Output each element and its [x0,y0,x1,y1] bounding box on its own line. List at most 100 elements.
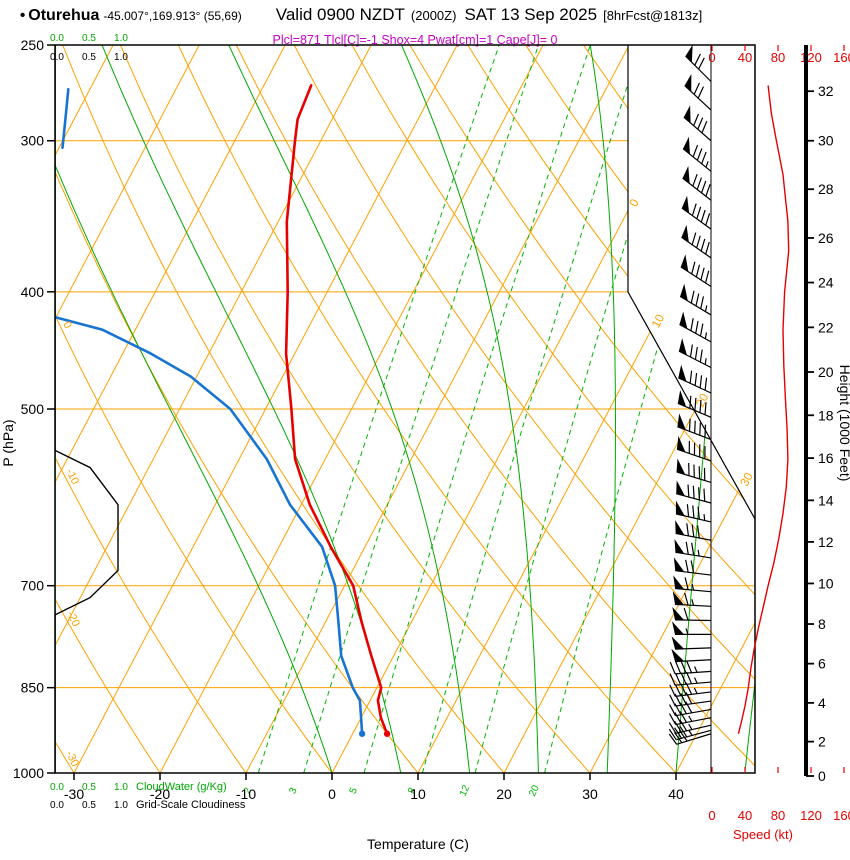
wind-barb-full [679,725,688,738]
wind-barb-flag [678,364,687,382]
wind-barb-full [674,732,683,744]
isotherm-line [589,45,755,773]
wind-barb [676,435,712,462]
isotherm-label: 0 [626,196,642,209]
pressure-axis: 250 300 400 500 700 850 1000 [13,37,55,781]
mixing-ratio-label: 5 [348,786,361,796]
wind-speed-profile [737,85,790,734]
wind-barb-full [690,560,695,574]
wind-barb-full [685,692,693,705]
wind-barb-half [688,723,693,730]
cloudwater-scale-top: 0.0 0.5 1.0 [50,33,128,44]
isotherm-label: 10 [649,312,668,331]
wind-barb-full [679,730,688,742]
wind-barb-flag [678,338,687,356]
temperature-axis-title: Temperature (C) [367,836,469,852]
wind-barb-full [680,683,687,696]
wind-barb-full [698,487,701,500]
wind-barb [677,390,712,418]
wind-barb-full [674,712,682,724]
wind-barb [669,682,712,697]
mixing-ratio-line [363,45,591,773]
wind-barb-full [668,728,677,741]
wind-barb [671,648,712,663]
wind-barb-half [697,549,700,557]
height-tick-label: 18 [818,407,834,423]
mixing-ratio-label: 2 [242,786,255,796]
dry-adiabat-line [293,45,755,773]
moist-adiabat-line [55,45,333,773]
wind-barb-full [691,542,695,556]
mixing-ratio-line [303,45,539,773]
height-tick-label: 4 [818,695,826,711]
height-tick-label: 24 [818,275,834,291]
mixing-ratio-label: 20 [527,783,542,798]
isotherm-label: 20 [693,391,712,410]
wind-barb-full [694,53,701,66]
wind-barb [678,338,712,369]
wind-barb-full [699,349,703,363]
height-tick-label: 0 [818,768,826,784]
isotherm-line [55,45,200,773]
wind-barb-full [696,235,701,249]
wind-barb-full [694,372,698,386]
cloudiness-legend-label: Grid-Scale Cloudiness [136,799,246,811]
mixing-ratio-labels: 2 3 5 8 12 20 [242,783,542,798]
mixing-ratio-label: 3 [287,786,300,796]
wind-barb-full [668,713,677,725]
wind-barb-full [674,703,682,716]
wind-barb-full [669,673,676,686]
wind-barb-full [689,370,693,384]
wind-barb-full [695,293,700,307]
grid-dry-adiabats [55,45,755,773]
wind-barb-full [691,203,697,216]
wind-barb [685,44,712,82]
dry-adiabat-line [409,45,755,773]
wind-barb-half [705,161,709,168]
wind-barb-full [697,506,700,520]
mixing-ratio-line [421,45,641,773]
wind-barb-flag [681,224,689,243]
upper-right-cut-line [627,45,756,520]
wind-barb-full [668,704,677,716]
speed-tick-label-top: 0 [708,50,715,65]
cloudwater-legend: 0.0 0.5 1.0 CloudWater (g/Kg) [50,781,227,793]
valid-date: SAT 13 Sep 2025 [464,5,598,24]
moist-adiabat-line [589,45,616,773]
wind-barb-full [695,320,699,334]
wind-barb [671,636,712,650]
height-tick-label: 10 [818,575,834,591]
wind-barb-half [691,583,695,591]
wind-barb-full [705,184,711,197]
wind-barb-flag [681,195,690,214]
wind-barb-full [692,144,699,158]
speed-axis: 0040408080120120160160 [708,45,850,823]
wind-barb-flag [673,557,685,572]
wind-barb-full [696,177,703,190]
wind-barb-full [690,290,695,304]
mixing-ratio-line [474,45,686,773]
mixing-ratio-line [257,45,500,773]
wind-barb [669,660,712,675]
wind-barb-full [685,682,693,695]
pressure-tick-label: 700 [21,578,45,594]
wind-barb-full [679,702,687,715]
wind-barb-full [674,727,683,739]
cloudwater-legend-0: 0.0 [50,782,64,793]
wind-barb-full [674,720,682,733]
grid-isobars [55,140,755,689]
wind-barb-full [685,671,693,685]
wind-barb-full [700,267,705,281]
isotherm-line [55,45,372,773]
wind-barb-flag [675,500,685,516]
wind-barb-flag [684,74,692,92]
station-coordinates: -45.007°,169.913° (55,69) [103,9,242,23]
mixing-ratio-label: 8 [406,786,419,796]
wind-barb-full [703,488,706,502]
wind-barb [668,730,712,745]
speed-tick-label-bottom: 0 [708,808,715,823]
moist-adiabat-line [401,45,539,773]
wind-barb-full [675,672,682,685]
